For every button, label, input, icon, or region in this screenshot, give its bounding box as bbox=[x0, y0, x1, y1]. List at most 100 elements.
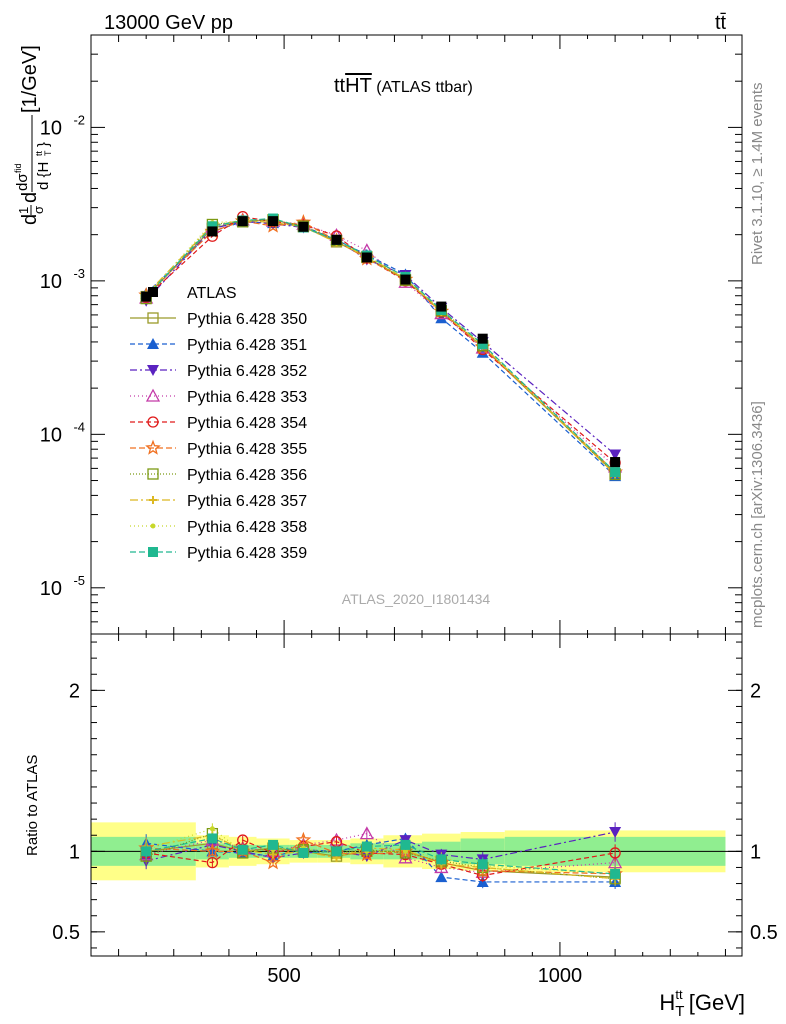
y-tick-label: 10 bbox=[40, 117, 62, 139]
series-line-ratio bbox=[146, 831, 616, 862]
legend-marker bbox=[147, 338, 159, 349]
plot-title: ttHT (ATLAS ttbar) bbox=[334, 75, 473, 97]
series-ratio-point bbox=[610, 868, 621, 879]
data-point bbox=[610, 457, 621, 468]
legend-label: Pythia 6.428 353 bbox=[187, 389, 307, 406]
main-y-axis-label: d 1 σ d dσ fid d {H tt T } [1/GeV] bbox=[13, 45, 53, 225]
series-line-main bbox=[145, 220, 616, 473]
series-ratio-point bbox=[609, 827, 622, 839]
data-point bbox=[141, 291, 152, 302]
data-point bbox=[298, 221, 309, 232]
legend-label: Pythia 6.428 351 bbox=[187, 337, 307, 354]
x-tick-label: 1000 bbox=[538, 965, 583, 987]
legend-marker bbox=[147, 468, 159, 480]
mcplots-label: mcplots.cern.ch [arXiv:1306.3436] bbox=[749, 401, 766, 628]
svg-text:σ: σ bbox=[31, 206, 46, 214]
x-unit: [GeV] bbox=[683, 990, 745, 1015]
data-points bbox=[141, 216, 621, 468]
svg-text:d: d bbox=[19, 192, 41, 203]
series-ratio-point bbox=[204, 843, 221, 859]
data-point bbox=[361, 252, 372, 263]
plot-frames bbox=[90, 34, 743, 957]
y-tick-label: 10 bbox=[40, 578, 62, 600]
data-point bbox=[477, 333, 488, 344]
legend-marker bbox=[145, 439, 161, 455]
svg-text:fid: fid bbox=[13, 163, 23, 173]
svg-text:d {H: d {H bbox=[35, 162, 52, 190]
series-ratio-point bbox=[206, 856, 219, 869]
series-line-ratio bbox=[145, 832, 616, 880]
svg-text:}: } bbox=[35, 142, 52, 147]
legend-label: Pythia 6.428 358 bbox=[187, 519, 307, 536]
title-main: tt bbox=[334, 75, 346, 97]
series-ratio-point bbox=[477, 859, 488, 870]
svg-text:dσ: dσ bbox=[14, 173, 31, 191]
legend: ATLAS Pythia 6.428 350 Pythia 6.428 351 Pyt… bbox=[130, 285, 307, 562]
legend-label: Pythia 6.428 359 bbox=[187, 545, 307, 562]
series-ratio-point bbox=[265, 854, 281, 870]
x-title: H bbox=[659, 990, 675, 1015]
legend-marker bbox=[147, 312, 159, 324]
svg-text:1: 1 bbox=[16, 207, 31, 214]
data-point bbox=[207, 226, 218, 237]
legend-marker-data bbox=[148, 287, 158, 297]
series-ratio-point bbox=[435, 871, 448, 883]
series-ratio-point bbox=[268, 839, 279, 850]
ratio-tick-label: 0.5 bbox=[52, 922, 80, 944]
title-over: HT bbox=[345, 75, 372, 97]
series-ratio-point bbox=[400, 839, 411, 850]
series-line-ratio bbox=[146, 837, 616, 875]
svg-text:tt: tt bbox=[34, 150, 44, 156]
axis-ticks: 500 1000 10 -2 10 -3 10 -4 10 -5 2 2 1 1 0.5 0.5 bbox=[40, 34, 778, 987]
x-sub: T bbox=[675, 1003, 684, 1020]
y-tick-exponent: -5 bbox=[73, 573, 85, 588]
legend-label: Pythia 6.428 357 bbox=[187, 493, 307, 510]
data-point bbox=[436, 301, 447, 312]
y-tick-exponent: -4 bbox=[73, 419, 85, 434]
legend-label: Pythia 6.428 355 bbox=[187, 441, 307, 458]
ratio-tick-label-right: 0.5 bbox=[750, 922, 778, 944]
header-left: 13000 GeV pp bbox=[104, 12, 233, 34]
series-point bbox=[610, 467, 621, 478]
series-ratio-point bbox=[359, 826, 374, 840]
legend-marker bbox=[148, 547, 158, 557]
svg-text:T: T bbox=[43, 150, 53, 156]
series-ratio-point bbox=[331, 846, 342, 857]
analysis-id: ATLAS_2020_I1801434 bbox=[342, 591, 491, 607]
data-point bbox=[237, 216, 248, 227]
header-right: tt̄ bbox=[715, 12, 727, 34]
series-ratio-point bbox=[609, 847, 621, 859]
series-point bbox=[609, 449, 622, 461]
legend-marker bbox=[147, 365, 159, 376]
legend-marker bbox=[145, 388, 161, 402]
series-line-main bbox=[145, 219, 616, 475]
y-tick-label: 10 bbox=[40, 271, 62, 293]
series-ratio-point bbox=[209, 826, 215, 832]
svg-text:[1/GeV]: [1/GeV] bbox=[19, 45, 41, 113]
y-tick-label: 10 bbox=[40, 424, 62, 446]
series-ratio-point bbox=[402, 848, 408, 854]
legend-label: Pythia 6.428 352 bbox=[187, 363, 307, 380]
x-sup: tt bbox=[675, 987, 683, 1002]
series-ratio-point bbox=[361, 841, 372, 852]
ratio-y-axis-label: Ratio to ATLAS bbox=[24, 755, 41, 856]
legend-label-data: ATLAS bbox=[187, 285, 237, 302]
ratio-tick-label-right: 2 bbox=[750, 680, 761, 702]
series-ratio-point bbox=[141, 846, 152, 857]
y-tick-exponent: -2 bbox=[73, 112, 85, 127]
ratio-plot-frame bbox=[90, 633, 743, 957]
series-line-main bbox=[145, 216, 616, 464]
svg-text:d: d bbox=[19, 214, 41, 225]
data-point bbox=[331, 234, 342, 245]
ratio-tick-label-right: 1 bbox=[750, 841, 761, 863]
legend-marker bbox=[147, 416, 159, 428]
series-point bbox=[476, 346, 489, 358]
ratio-tick-label: 1 bbox=[69, 841, 80, 863]
title-suffix: (ATLAS ttbar) bbox=[372, 79, 473, 96]
legend-label: Pythia 6.428 350 bbox=[187, 311, 307, 328]
series-ratio-point bbox=[207, 833, 218, 844]
legend-label: Pythia 6.428 356 bbox=[187, 467, 307, 484]
x-axis-label: HTtt [GeV] bbox=[659, 987, 745, 1020]
legend-marker bbox=[150, 523, 156, 529]
